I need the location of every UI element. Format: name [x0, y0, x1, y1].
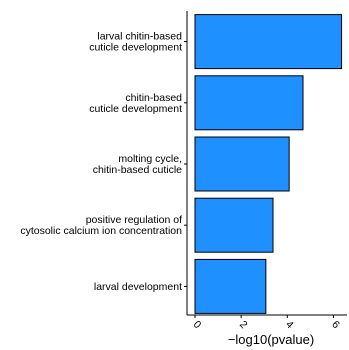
y-tick-label-line: larval development	[94, 281, 182, 293]
y-tick-label-line: cuticle development	[89, 42, 182, 54]
bar	[194, 14, 343, 70]
y-tick-label: chitin-based cuticle development	[89, 92, 182, 115]
bar	[194, 258, 267, 314]
bar	[194, 197, 274, 253]
y-tick-label-line: molting cycle,	[118, 153, 182, 165]
bar	[194, 75, 304, 131]
y-tick-label-line: chitin-based	[125, 92, 182, 104]
y-tick-label-line: larval chitin-based	[97, 31, 182, 43]
x-axis-title: −log10(pvalue)	[228, 332, 314, 347]
y-axis: larval chitin-based cuticle developmentch…	[20, 11, 188, 315]
x-tick-label: 2	[237, 319, 250, 332]
x-axis: 0 2 4 6	[187, 314, 347, 332]
x-tick-label: 4	[283, 319, 296, 332]
y-tick-label: larval chitin-based cuticle development	[89, 31, 182, 54]
bars-group	[194, 14, 343, 314]
x-tick-label: 6	[329, 319, 342, 332]
y-tick-label: larval development	[94, 281, 182, 293]
y-tick-label-line: positive regulation of	[86, 214, 182, 226]
y-tick-label: positive regulation of cytosolic calcium …	[20, 214, 182, 237]
bar	[194, 136, 290, 192]
y-tick-label-line: cytosolic calcium ion concentration	[20, 225, 182, 237]
x-tick-label: 0	[191, 319, 204, 332]
y-tick-label-line: chitin-based cuticle	[93, 164, 182, 176]
y-tick-label-line: cuticle development	[89, 103, 182, 115]
y-tick-label: molting cycle, chitin-based cuticle	[93, 153, 182, 176]
